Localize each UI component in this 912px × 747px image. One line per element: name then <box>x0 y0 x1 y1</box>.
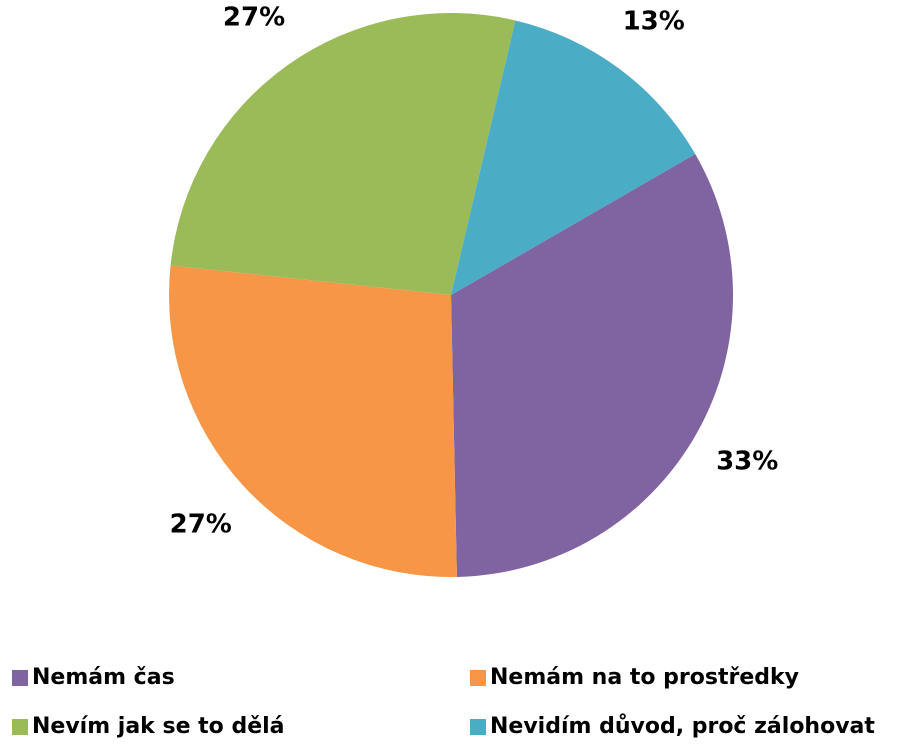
data-label: 13% <box>623 7 685 37</box>
pie-slice <box>169 265 457 577</box>
legend-swatch <box>12 670 28 686</box>
legend-swatch <box>470 670 486 686</box>
legend-swatch <box>470 719 486 735</box>
pie-slice <box>170 12 516 295</box>
legend-label: Nemám na to prostředky <box>490 665 799 690</box>
legend-label: Nevidím důvod, proč zálohovat <box>490 714 875 739</box>
legend-label: Nemám čas <box>32 665 175 690</box>
data-label: 33% <box>716 446 778 476</box>
data-label: 27% <box>170 510 232 540</box>
data-label: 27% <box>223 2 285 32</box>
pie-slice <box>451 154 734 577</box>
legend-label: Nevím jak se to dělá <box>32 714 285 739</box>
legend-swatch <box>12 719 28 735</box>
pie-slice <box>451 20 696 296</box>
